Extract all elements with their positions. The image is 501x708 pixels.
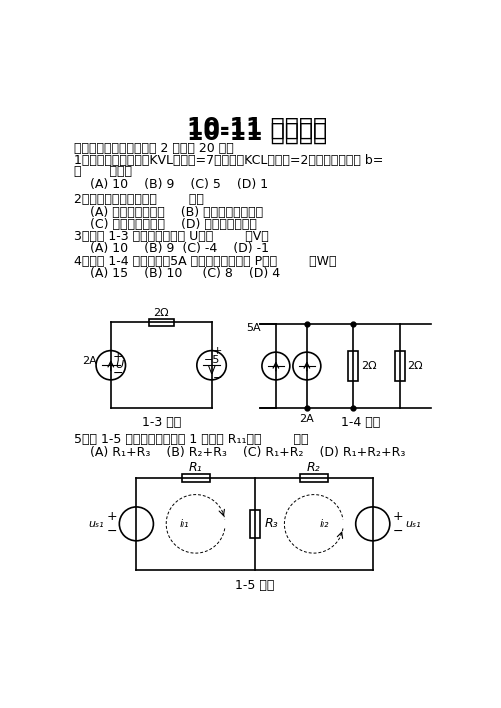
Text: R₃: R₃ <box>264 518 278 530</box>
Text: 1-4 题图: 1-4 题图 <box>341 416 380 429</box>
Text: 10-11 电路试题: 10-11 电路试题 <box>187 115 327 139</box>
Circle shape <box>262 352 289 380</box>
Bar <box>348 351 358 381</box>
Text: V: V <box>207 367 215 377</box>
Text: （       ）个。: （ ）个。 <box>74 166 131 178</box>
Text: 一、单项选择题。（每空 2 分，共 20 分）: 一、单项选择题。（每空 2 分，共 20 分） <box>74 142 233 154</box>
Text: 1、线性电路，独立的KVL方程数=7，独立的KCL方程数=2，则电路支路数 b=: 1、线性电路，独立的KVL方程数=7，独立的KCL方程数=2，则电路支路数 b= <box>74 154 382 167</box>
Text: (A) 15    (B) 10     (C) 8    (D) 4: (A) 15 (B) 10 (C) 8 (D) 4 <box>74 267 279 280</box>
Text: +: + <box>391 510 402 523</box>
Text: U: U <box>115 360 123 370</box>
Text: −: − <box>106 525 117 538</box>
Circle shape <box>196 350 226 380</box>
Text: 2Ω: 2Ω <box>360 361 376 371</box>
Text: iₗ₁: iₗ₁ <box>180 519 189 529</box>
Circle shape <box>119 507 153 541</box>
Text: 2A: 2A <box>82 356 97 367</box>
Text: −: − <box>391 525 402 538</box>
Text: 1-3 题图: 1-3 题图 <box>141 416 180 429</box>
Text: 5A: 5A <box>245 323 260 333</box>
Text: +: + <box>106 510 117 523</box>
Text: R₁: R₁ <box>188 461 202 474</box>
Text: 2A: 2A <box>299 414 314 424</box>
Circle shape <box>355 507 389 541</box>
Text: 2、叠加定理仅适用于（        ）。: 2、叠加定理仅适用于（ ）。 <box>74 193 203 206</box>
Circle shape <box>96 350 125 380</box>
Text: −5: −5 <box>203 355 219 365</box>
Text: (A) 电阻电路的分析    (B) 非线性电路的分析: (A) 电阻电路的分析 (B) 非线性电路的分析 <box>74 205 262 219</box>
Text: 3、如图 1-3 所示电路，电压 U＝（        ）V。: 3、如图 1-3 所示电路，电压 U＝（ ）V。 <box>74 230 268 243</box>
Text: 4、如图 1-4 所示电路，5A 电流源发出的功率 P＝（        ）W。: 4、如图 1-4 所示电路，5A 电流源发出的功率 P＝（ ）W。 <box>74 255 336 268</box>
Text: −: − <box>113 367 123 379</box>
Text: 10-11 电路试题: 10-11 电路试题 <box>187 120 327 144</box>
Text: R₂: R₂ <box>307 461 320 474</box>
Text: 1-5 题图: 1-5 题图 <box>234 579 274 592</box>
Text: (A) R₁+R₃    (B) R₂+R₃    (C) R₁+R₂    (D) R₁+R₂+R₃: (A) R₁+R₃ (B) R₂+R₃ (C) R₁+R₂ (D) R₁+R₂+… <box>74 446 404 459</box>
Bar <box>249 510 260 537</box>
Text: (A) 10    (B) 9    (C) 5    (D) 1: (A) 10 (B) 9 (C) 5 (D) 1 <box>74 178 267 190</box>
Text: (A) 10    (B) 9  (C) -4    (D) -1: (A) 10 (B) 9 (C) -4 (D) -1 <box>74 242 268 256</box>
Circle shape <box>293 352 320 380</box>
Bar <box>394 351 404 381</box>
Text: uₛ₁: uₛ₁ <box>404 519 420 529</box>
Text: 2Ω: 2Ω <box>407 361 422 371</box>
Text: (C) 线性电路的分析    (D) 动态电路的分析: (C) 线性电路的分析 (D) 动态电路的分析 <box>74 218 256 231</box>
Bar <box>299 474 327 481</box>
Text: +: + <box>213 346 222 356</box>
Text: 5、如 1-5 图所示电路，回路 1 的自阻 R₁₁＝（        ）。: 5、如 1-5 图所示电路，回路 1 的自阻 R₁₁＝（ ）。 <box>74 433 308 447</box>
Text: +: + <box>113 350 124 362</box>
Bar <box>181 474 209 481</box>
Text: 2Ω: 2Ω <box>153 308 169 318</box>
Bar <box>148 319 173 326</box>
Text: iₗ₂: iₗ₂ <box>319 519 329 529</box>
Text: uₛ₁: uₛ₁ <box>88 519 104 529</box>
Text: −: − <box>213 372 222 382</box>
